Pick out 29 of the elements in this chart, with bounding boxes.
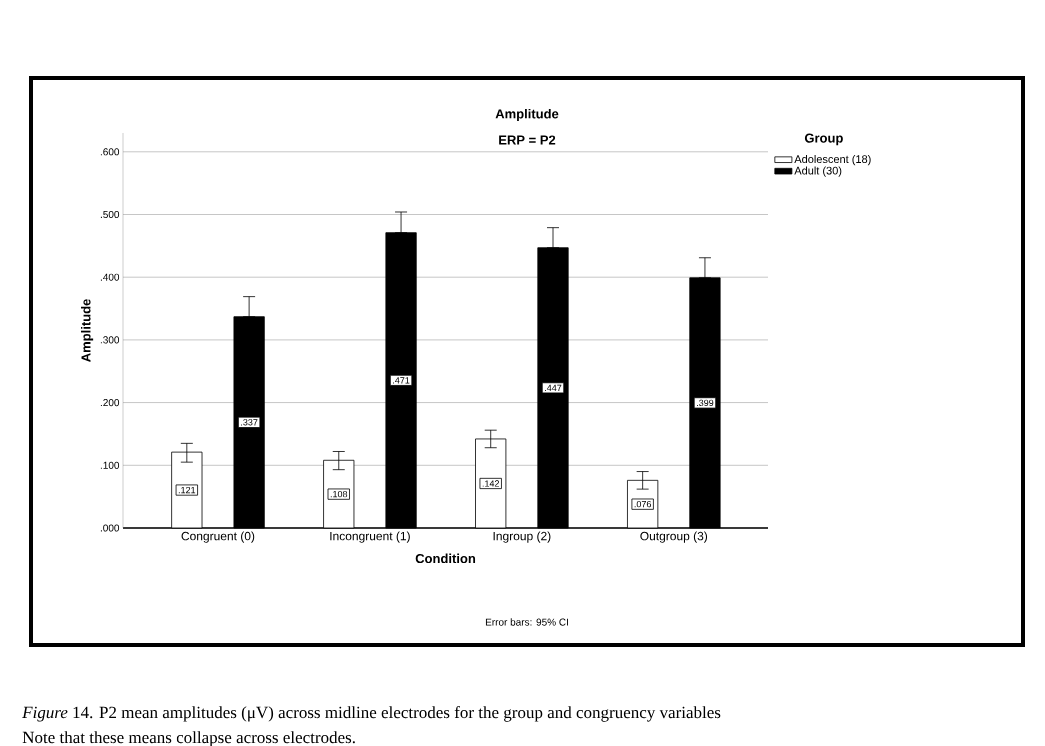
data-label: .471 — [393, 377, 410, 384]
x-tick-label: Outgroup (3) — [640, 531, 708, 543]
x-tick-label: Ingroup (2) — [493, 531, 551, 543]
chart-title: Amplitude — [495, 108, 559, 122]
data-label: .108 — [330, 490, 348, 498]
data-label: .337 — [241, 419, 258, 426]
y-tick-label: .200 — [100, 399, 120, 407]
y-tick-label: .300 — [100, 336, 120, 344]
x-tick-label: Incongruent (1) — [330, 531, 410, 543]
legend-label: Adult (30) — [794, 166, 842, 177]
data-label: .142 — [482, 480, 500, 487]
y-axis-title: Amplitude — [81, 299, 94, 362]
data-label: .121 — [178, 486, 196, 494]
legend-title: Group — [804, 133, 843, 146]
y-tick-label: .000 — [100, 524, 120, 532]
text: Figure 14. P2 mean amplitudes (μV) across midline electrodes for the group and congruency variables — [22, 706, 721, 722]
y-tick-label: .100 — [100, 461, 120, 469]
x-axis-title: Condition — [415, 553, 476, 564]
text: Error bars: 95% CI — [485, 618, 568, 626]
text: Note that these means collapse across electrodes. — [22, 731, 355, 746]
chart-subtitle: ERP = P2 — [499, 135, 556, 145]
legend-label: Adolescent (18) — [794, 154, 871, 166]
y-tick-label: .600 — [100, 148, 120, 156]
data-label: .447 — [545, 384, 562, 391]
x-tick-label: Congruent (0) — [181, 531, 255, 543]
data-label: .399 — [697, 399, 714, 407]
y-tick-label: .400 — [100, 273, 120, 281]
data-label: .076 — [634, 500, 652, 508]
y-tick-label: .500 — [100, 210, 120, 219]
